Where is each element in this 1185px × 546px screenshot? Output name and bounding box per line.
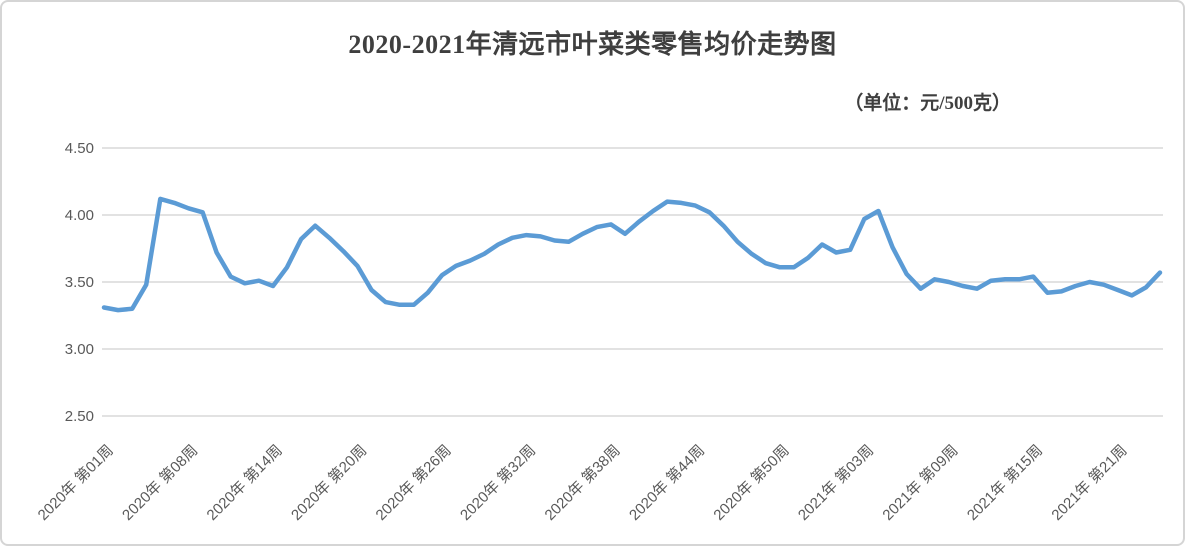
x-axis-tick-label: 2020年 第14周 (203, 441, 286, 524)
x-axis-tick-label: 2020年 第32周 (456, 441, 539, 524)
x-axis-tick-label: 2021年 第15周 (963, 441, 1046, 524)
x-axis-tick-label: 2020年 第38周 (541, 441, 624, 524)
y-axis-tick-label: 3.00 (65, 341, 94, 358)
x-axis-tick-label: 2020年 第08周 (118, 441, 201, 524)
y-axis-tick-label: 2.50 (65, 408, 94, 425)
y-axis-tick-label: 4.00 (65, 207, 94, 224)
y-axis-tick-label: 3.50 (65, 274, 94, 291)
x-axis-tick-label: 2021年 第03周 (794, 441, 877, 524)
x-axis-tick-label: 2020年 第01周 (34, 441, 117, 524)
x-axis-tick-label: 2020年 第44周 (625, 441, 708, 524)
x-axis-tick-label: 2020年 第20周 (287, 441, 370, 524)
x-axis-tick-label: 2021年 第09周 (879, 441, 962, 524)
x-axis-tick-label: 2020年 第50周 (710, 441, 793, 524)
chart-title: 2020-2021年清远市叶菜类零售均价走势图 (348, 30, 837, 59)
x-axis-tick-label: 2020年 第26周 (372, 441, 455, 524)
unit-label: （单位：元/500克） (844, 93, 1011, 114)
x-axis-tick-label: 2021年 第21周 (1048, 441, 1131, 524)
price-trend-line (101, 196, 1163, 313)
y-axis-tick-label: 4.50 (65, 140, 94, 157)
